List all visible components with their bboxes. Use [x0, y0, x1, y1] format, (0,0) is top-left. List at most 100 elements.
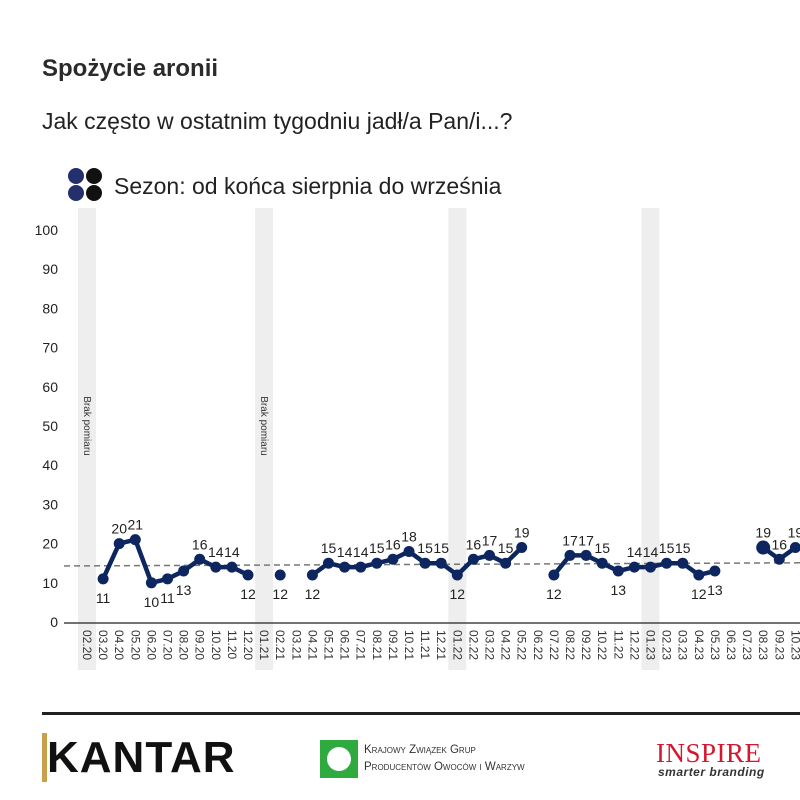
data-point	[773, 553, 785, 565]
x-tick-label: 01.23	[644, 630, 658, 660]
y-tick-label: 90	[42, 261, 58, 277]
data-label: 15	[433, 540, 449, 556]
x-tick-label: 10.22	[595, 630, 609, 660]
y-tick-label: 70	[42, 340, 58, 356]
x-tick-label: 12.22	[627, 630, 641, 660]
data-label: 15	[369, 540, 385, 556]
x-tick-label: 05.23	[708, 630, 722, 660]
x-tick-label: 07.20	[161, 630, 175, 660]
data-point	[242, 569, 254, 581]
y-tick-label: 80	[42, 300, 58, 316]
shaded-band	[255, 208, 274, 670]
data-point	[580, 549, 592, 561]
data-point	[355, 561, 367, 573]
x-tick-label: 06.23	[724, 630, 738, 660]
data-point	[339, 561, 351, 573]
data-point	[274, 569, 286, 581]
data-point	[645, 561, 656, 573]
x-tick-label: 03.20	[96, 630, 110, 660]
line-chart: Brak pomiaru Brak pomiaru 0 10 20 30 40 50 60 70 8…	[35, 208, 800, 670]
data-label: 14	[337, 544, 353, 560]
y-tick-label: 0	[50, 614, 58, 630]
data-label: 15	[417, 540, 433, 556]
data-label: 17	[562, 532, 578, 548]
x-tick-label: 09.21	[386, 630, 400, 660]
x-tick-label: 11.20	[225, 630, 239, 659]
data-label: 12	[691, 586, 707, 602]
x-tick-label: 05.22	[515, 630, 529, 660]
y-tick-label: 10	[42, 575, 58, 591]
x-tick-label: 12.21	[434, 630, 448, 660]
data-point	[435, 557, 447, 569]
x-tick-label: 04.23	[692, 630, 706, 660]
season-dots-icon	[68, 168, 102, 202]
x-tick-label: 10.21	[402, 630, 416, 660]
x-tick-label: 07.23	[740, 630, 754, 660]
kzg-logo-text: Krajowy Związek Grup Producentów Owoców i…	[364, 744, 525, 773]
x-tick-label: 11.21	[418, 630, 432, 659]
data-label: 14	[643, 544, 659, 560]
x-tick-label: 08.20	[177, 630, 191, 660]
x-tick-label: 04.20	[112, 630, 126, 660]
data-label: 16	[466, 536, 482, 552]
x-tick-label: 02.21	[273, 630, 287, 660]
data-point	[693, 569, 705, 581]
series-line-segment	[101, 537, 249, 586]
data-label: 21	[128, 517, 144, 533]
data-label: 14	[208, 544, 224, 560]
season-legend-label: Sezon: od końca sierpnia do września	[114, 173, 502, 199]
data-label: 18	[401, 528, 417, 544]
y-tick-label: 50	[42, 418, 58, 434]
data-label: 10	[144, 594, 160, 610]
x-tick-label: 12.20	[241, 630, 255, 660]
data-point	[178, 565, 190, 577]
data-point	[709, 565, 721, 577]
data-point	[661, 557, 673, 569]
x-tick-label: 06.22	[531, 630, 545, 660]
data-label: 12	[305, 586, 321, 602]
data-point	[677, 557, 689, 569]
x-tick-label: 04.21	[305, 630, 319, 660]
data-point	[451, 569, 463, 581]
x-tick-label: 09.22	[579, 630, 593, 660]
x-tick-label: 03.21	[289, 630, 303, 660]
data-label: 17	[482, 532, 498, 548]
data-point	[113, 538, 125, 550]
inspire-tagline: smarter branding	[658, 765, 765, 779]
data-label: 13	[176, 582, 192, 598]
data-label: 14	[353, 544, 369, 560]
data-label: 11	[96, 590, 111, 606]
data-point	[516, 542, 528, 554]
data-point	[628, 561, 640, 573]
data-label: 14	[224, 544, 240, 560]
y-tick-label: 20	[42, 536, 58, 552]
data-point	[467, 553, 479, 565]
data-point	[564, 549, 576, 561]
data-point	[596, 557, 608, 569]
data-point	[194, 553, 206, 565]
band-annotation: Brak pomiaru	[258, 396, 269, 455]
data-label: 17	[578, 532, 594, 548]
data-point	[371, 557, 383, 569]
x-tick-label: 08.22	[563, 630, 577, 660]
data-label: 13	[707, 582, 723, 598]
x-tick-label: 05.20	[128, 630, 142, 660]
data-point	[145, 577, 157, 589]
data-label: 15	[659, 540, 675, 556]
y-tick-label: 100	[35, 222, 59, 238]
data-label: 12	[272, 586, 288, 602]
data-point	[226, 561, 238, 573]
x-tick-label: 01.21	[257, 630, 271, 660]
x-tick-label: 10.23	[788, 630, 800, 660]
data-point	[129, 534, 141, 546]
x-tick-label: 07.22	[547, 630, 561, 660]
data-label: 19	[788, 525, 800, 541]
x-tick-label: 08.23	[756, 630, 770, 660]
data-label: 16	[385, 536, 401, 552]
data-label: 16	[192, 536, 208, 552]
x-tick-label: 09.20	[193, 630, 207, 660]
data-point	[323, 557, 334, 569]
y-tick-label: 30	[42, 496, 58, 512]
x-tick-label: 05.21	[322, 630, 336, 660]
